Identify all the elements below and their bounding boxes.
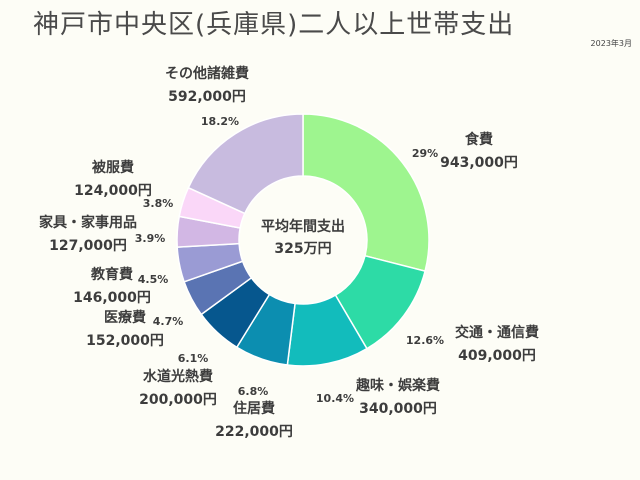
slice-value-label: 200,000円 [139,392,217,408]
slice-category-label: 住居費 [233,400,275,417]
slice-category-label: 交通・通信費 [455,324,539,341]
donut-slices [176,113,430,367]
donut-center-label: 平均年間支出 325万円 [243,216,363,260]
slice-category-label: 趣味・娯楽費 [355,377,440,394]
center-value: 325万円 [274,241,332,257]
slice-value-label: 146,000円 [73,290,151,306]
slice-percent-label: 6.1% [178,352,209,365]
slice-percent-label: 6.8% [238,385,269,398]
date-label: 2023年3月 [590,39,632,48]
slice-category-label: 被服費 [92,159,134,176]
slice-percent-label: 3.9% [135,232,166,245]
slice-category-label: 食費 [465,131,493,148]
slice-percent-label: 18.2% [201,115,239,128]
slice-value-label: 340,000円 [359,401,437,417]
chart-title: 神戸市中央区(兵庫県)二人以上世帯支出 [33,10,515,40]
slice-percent-label: 4.5% [138,273,169,286]
slice-percent-label: 12.6% [406,334,444,347]
slice-value-label: 152,000円 [86,333,164,349]
slice-value-label: 124,000円 [74,183,152,199]
slice-value-label: 943,000円 [440,155,518,171]
slice-value-label: 409,000円 [458,348,536,364]
center-title: 平均年間支出 [261,219,345,235]
slice-percent-label: 10.4% [316,392,354,405]
slice-category-label: その他諸雑費 [165,65,249,82]
slice-1 [302,113,430,273]
slice-category-label: 医療費 [104,309,146,326]
slice-percent-label: 29% [412,147,438,160]
slice-value-label: 127,000円 [49,238,127,254]
slice-value-label: 222,000円 [215,424,293,440]
slice-percent-label: 4.7% [153,315,184,328]
slice-category-label: 家具・家事用品 [39,214,137,231]
slice-value-label: 592,000円 [168,89,246,105]
slice-category-label: 水道光熱費 [143,368,213,385]
slice-percent-label: 3.8% [143,197,174,210]
slice-category-label: 教育費 [91,266,133,283]
slice-10 [187,113,304,215]
